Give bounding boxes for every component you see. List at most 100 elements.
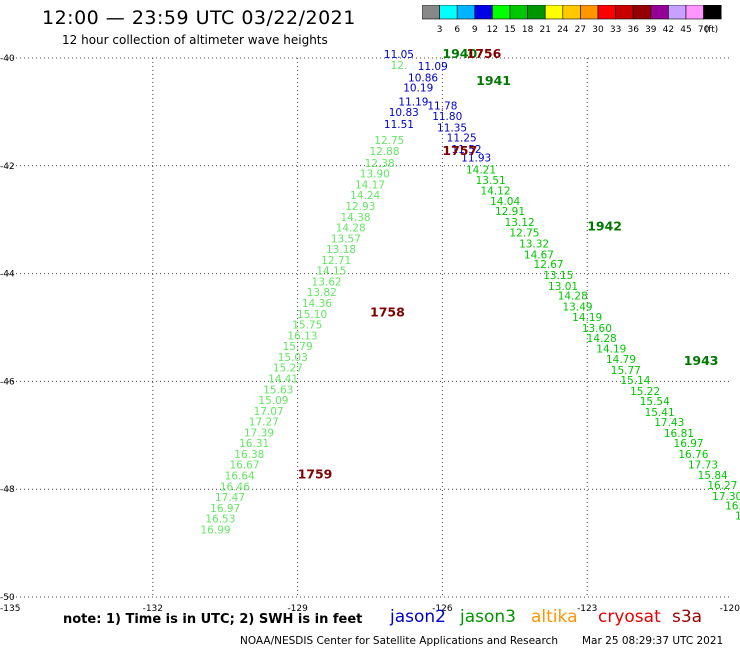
longitude-tick-label: -123 bbox=[577, 604, 597, 614]
colorbar-tick-label: 15 bbox=[504, 25, 515, 35]
wave-height-value: 15.79 bbox=[283, 341, 313, 353]
wave-height-value: 17.47 bbox=[215, 492, 245, 504]
wave-height-value: 16.97 bbox=[210, 503, 240, 515]
wave-height-value: 16.64 bbox=[225, 470, 255, 482]
wave-height-value: 12.93 bbox=[345, 201, 375, 213]
wave-height-colorbar: 3 6 9 12 15 18 21 24 27 30 33 36 39 42 45 70(ft) bbox=[422, 5, 722, 35]
wave-height-value: 16.97 bbox=[674, 438, 704, 450]
legend-s3a: s3a bbox=[672, 607, 703, 627]
colorbar-tick-label: 36 bbox=[627, 25, 639, 35]
units-note: note: 1) Time is in UTC; 2) SWH is in fe… bbox=[63, 612, 363, 627]
longitude-tick-label: -129 bbox=[287, 604, 308, 614]
colorbar-tick-label: 9 bbox=[472, 25, 478, 35]
timestamp-text: Mar 25 08:29:37 UTC 2021 bbox=[582, 635, 724, 647]
wave-height-value: 14.19 bbox=[572, 312, 602, 324]
wave-height-value: 12.67 bbox=[534, 259, 564, 271]
wave-height-value: 13.15 bbox=[543, 270, 573, 282]
wave-height-value: 14.17 bbox=[355, 179, 385, 191]
wave-height-value: 17.43 bbox=[654, 417, 684, 429]
pass-time-label: 1940 bbox=[442, 46, 477, 61]
longitude-tick-label: -135 bbox=[0, 604, 20, 614]
wave-height-value: 13.82 bbox=[307, 287, 337, 299]
wave-height-value: 15.03 bbox=[278, 352, 308, 364]
wave-height-value: 13.32 bbox=[519, 239, 549, 251]
page-title: 12:00 — 23:59 UTC 03/22/2021 bbox=[42, 7, 356, 29]
wave-height-value: 11.05 bbox=[384, 49, 414, 61]
latitude-tick-label: -42 bbox=[0, 162, 15, 172]
pass-time-label: 1757 bbox=[442, 143, 477, 158]
page-subtitle: 12 hour collection of altimeter wave hei… bbox=[62, 33, 328, 47]
wave-height-value: 15.22 bbox=[630, 386, 660, 398]
colorbar-tick-label: 6 bbox=[454, 25, 460, 35]
colorbar-tick-label: 21 bbox=[539, 25, 550, 35]
colorbar-tick-label: 27 bbox=[575, 25, 586, 35]
wave-height-value: 15.77 bbox=[611, 365, 641, 377]
wave-height-value: 14.04 bbox=[490, 196, 520, 208]
latitude-tick-label: -50 bbox=[0, 593, 15, 603]
wave-height-value: 14.79 bbox=[606, 354, 636, 366]
wave-height-value: 15.09 bbox=[258, 395, 288, 407]
longitude-tick-label: -126 bbox=[432, 604, 453, 614]
wave-height-value: 16.38 bbox=[234, 449, 264, 461]
pass-time-label: 1756 bbox=[467, 46, 502, 61]
wave-height-value: 14.24 bbox=[350, 190, 380, 202]
wave-height-value: 15.63 bbox=[263, 384, 293, 396]
colorbar-tick-label: 24 bbox=[557, 25, 569, 35]
colorbar-tick-label: 12 bbox=[487, 25, 498, 35]
wave-height-value: 14.67 bbox=[524, 250, 554, 262]
wave-height-value: 12.75 bbox=[509, 227, 539, 239]
wave-height-value: 14.28 bbox=[336, 223, 366, 235]
legend-jason2: jason2 bbox=[390, 607, 446, 627]
wave-height-value: 16.31 bbox=[239, 438, 269, 450]
legend-cryosat: cryosat bbox=[598, 607, 661, 627]
wave-height-value: 14.41 bbox=[268, 373, 298, 385]
latitude-tick-label: -40 bbox=[0, 54, 15, 64]
wave-height-value: 15.54 bbox=[640, 396, 670, 408]
wave-height-value: 16.81 bbox=[664, 428, 694, 440]
wave-height-value: 17.30 bbox=[712, 491, 740, 503]
wave-height-value: 15.84 bbox=[698, 470, 728, 482]
wave-height-value: 13.12 bbox=[505, 217, 535, 229]
colorbar-tick-label: 18 bbox=[522, 25, 534, 35]
wave-height-value: 11.25 bbox=[447, 133, 477, 145]
legend-altika: altika bbox=[531, 607, 578, 627]
wave-height-value: 13.62 bbox=[312, 276, 342, 288]
wave-height-value: 13.60 bbox=[582, 323, 612, 335]
longitude-tick-label: -120 bbox=[720, 604, 740, 614]
colorbar-tick-label: 39 bbox=[645, 25, 657, 35]
colorbar-swatch bbox=[703, 5, 722, 20]
wave-height-value: 14.15 bbox=[316, 266, 346, 278]
wave-height-value: 11.80 bbox=[432, 111, 462, 123]
wave-height-value: 16.13 bbox=[287, 330, 317, 342]
wave-height-value: 11.35 bbox=[437, 122, 467, 134]
wave-height-value: 14.36 bbox=[302, 298, 332, 310]
pass-time-label: 1759 bbox=[298, 466, 333, 481]
colorbar-tick-label: 30 bbox=[592, 25, 604, 35]
wave-height-value: 12.91 bbox=[495, 206, 525, 218]
latitude-tick-label: -44 bbox=[0, 270, 15, 280]
colorbar-unit: (ft) bbox=[705, 25, 719, 35]
colorbar-tick-label: 45 bbox=[680, 25, 691, 35]
pass-time-label: 1943 bbox=[684, 353, 719, 368]
wave-height-value: 11.52 bbox=[452, 144, 482, 156]
wave-height-value: 14.19 bbox=[596, 343, 626, 355]
wave-height-value: 13.18 bbox=[326, 244, 356, 256]
pass-time-label: 1942 bbox=[587, 218, 622, 233]
wave-height-value: 10.86 bbox=[408, 73, 438, 85]
wave-height-value: 12.88 bbox=[369, 146, 399, 158]
wave-height-value: 12.71 bbox=[321, 255, 351, 267]
colorbar-tick-label: 3 bbox=[437, 25, 443, 35]
wave-height-value: 13.90 bbox=[360, 169, 390, 181]
wave-height-value: 16.46 bbox=[220, 481, 250, 493]
wave-height-value: 17.07 bbox=[254, 406, 284, 418]
wave-height-value: 17 bbox=[735, 510, 740, 522]
wave-height-value: 13.01 bbox=[548, 281, 578, 293]
wave-height-value: 14.28 bbox=[587, 333, 617, 345]
wave-height-value: 16.99 bbox=[201, 524, 231, 536]
wave-height-value: 12.38 bbox=[365, 158, 395, 170]
wave-height-value: 15.75 bbox=[292, 320, 322, 332]
wave-height-value: 16.8 bbox=[725, 501, 740, 513]
wave-height-value: 16.67 bbox=[229, 460, 259, 472]
wave-height-value: 11.78 bbox=[427, 101, 457, 113]
wave-height-value: 13.57 bbox=[331, 233, 361, 245]
